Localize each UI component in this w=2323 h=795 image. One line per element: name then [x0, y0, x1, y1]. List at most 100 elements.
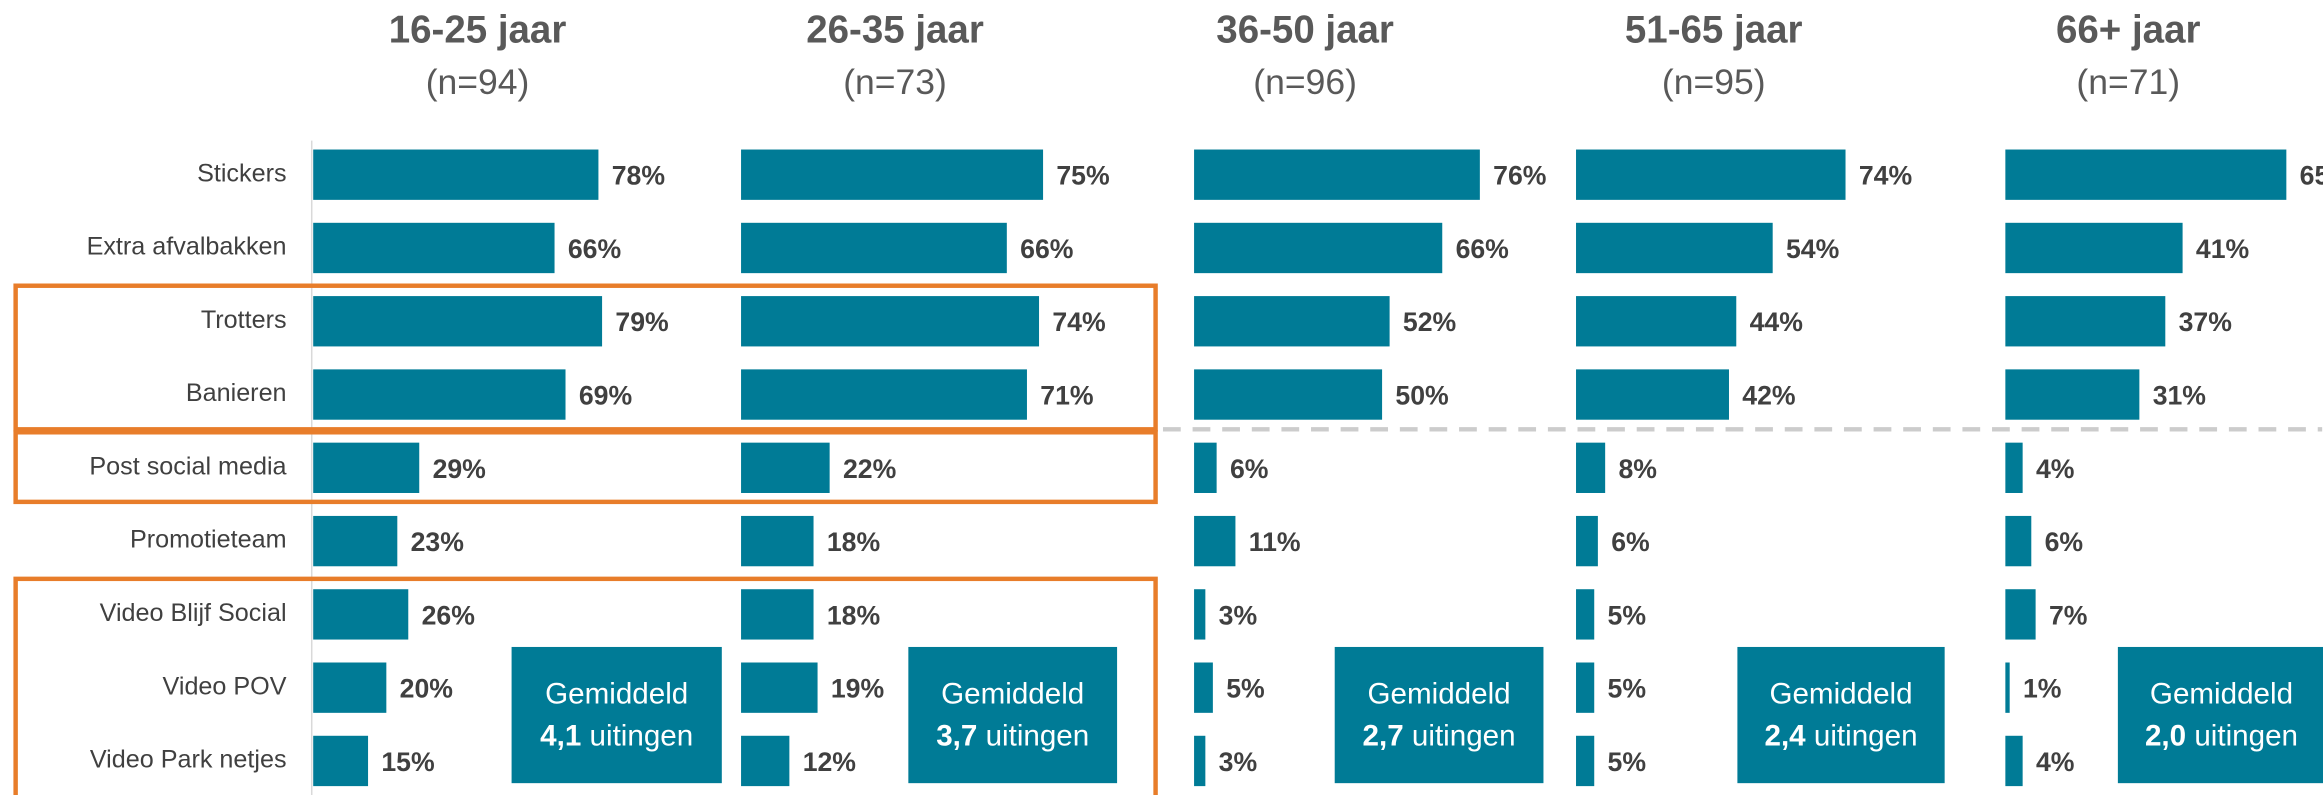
panel-subtitle: (n=95)	[1662, 62, 1766, 102]
bar	[313, 442, 420, 493]
category-label: Banieren	[186, 379, 287, 407]
category-label: Extra afvalbakken	[87, 233, 287, 261]
value-label: 3%	[1219, 747, 1257, 777]
panel-title: 66+ jaar	[2056, 9, 2200, 52]
bar	[1576, 442, 1606, 493]
value-label: 78%	[612, 161, 665, 191]
value-label: 74%	[1859, 161, 1912, 191]
value-label: 18%	[827, 527, 880, 557]
value-label: 6%	[1230, 454, 1268, 484]
bar	[1194, 222, 1443, 274]
average-value: 2,0 uitingen	[2145, 719, 2298, 752]
value-label: 74%	[1052, 307, 1105, 337]
bar	[1576, 222, 1773, 274]
bar	[741, 296, 1040, 347]
average-unit: uitingen	[1814, 719, 1918, 752]
average-unit: uitingen	[590, 719, 694, 752]
bar	[2005, 735, 2023, 787]
average-value: 3,7 uitingen	[936, 719, 1089, 752]
panel-subtitle: (n=73)	[843, 62, 947, 102]
value-label: 6%	[1611, 527, 1649, 557]
bar	[2005, 442, 2023, 493]
value-label: 12%	[803, 747, 856, 777]
average-unit: uitingen	[1412, 719, 1516, 752]
value-label: 29%	[433, 454, 486, 484]
bar	[2005, 222, 2183, 274]
bar	[741, 515, 814, 567]
value-label: 20%	[400, 674, 453, 704]
bar	[741, 735, 790, 787]
average-unit: uitingen	[2194, 719, 2298, 752]
value-label: 50%	[1395, 381, 1448, 411]
category-label: Stickers	[197, 159, 286, 187]
panel-subtitle: (n=96)	[1253, 62, 1357, 102]
average-box	[1334, 646, 1544, 784]
bar	[741, 589, 814, 640]
average-number: 4,1	[540, 719, 581, 752]
value-label: 6%	[2045, 527, 2083, 557]
bar	[313, 662, 387, 713]
value-label: 5%	[1608, 674, 1646, 704]
value-label: 71%	[1040, 381, 1093, 411]
bar	[1194, 369, 1383, 420]
average-value: 4,1 uitingen	[540, 719, 693, 752]
bar	[1194, 149, 1480, 200]
bar	[1194, 735, 1206, 787]
panel-subtitle: (n=94)	[426, 62, 530, 102]
bar	[2005, 662, 2010, 713]
average-label: Gemiddeld	[941, 678, 1084, 711]
value-label: 79%	[615, 307, 668, 337]
average-box	[908, 646, 1118, 784]
value-label: 19%	[831, 674, 884, 704]
value-label: 65%	[2300, 161, 2323, 191]
bar	[1576, 589, 1595, 640]
value-label: 66%	[1456, 234, 1509, 264]
bar	[313, 149, 599, 200]
average-value: 2,4 uitingen	[1765, 719, 1918, 752]
bar	[2005, 296, 2166, 347]
value-label: 3%	[1219, 600, 1257, 630]
value-label: 5%	[1608, 747, 1646, 777]
value-label: 4%	[2036, 747, 2074, 777]
panel-title: 26-35 jaar	[806, 9, 984, 52]
bar	[741, 442, 830, 493]
value-label: 23%	[411, 527, 464, 557]
bar	[313, 515, 398, 567]
value-label: 76%	[1493, 161, 1546, 191]
bar	[1576, 369, 1729, 420]
bar	[741, 222, 1007, 274]
panel-title: 16-25 jaar	[389, 9, 567, 52]
category-label: Video Park netjes	[90, 746, 287, 774]
highlight-box	[13, 283, 1158, 432]
average-label: Gemiddeld	[1769, 678, 1912, 711]
value-label: 37%	[2179, 307, 2232, 337]
category-label: Post social media	[89, 452, 286, 480]
panel-subtitle: (n=71)	[2076, 62, 2180, 102]
bar	[1194, 442, 1217, 493]
value-label: 42%	[1742, 381, 1795, 411]
value-label: 44%	[1750, 307, 1803, 337]
value-label: 22%	[843, 454, 896, 484]
value-label: 66%	[568, 234, 621, 264]
category-label: Video POV	[163, 672, 287, 700]
value-label: 11%	[1249, 527, 1301, 557]
value-label: 69%	[579, 381, 632, 411]
bar	[2005, 149, 2287, 200]
value-label: 75%	[1056, 161, 1109, 191]
average-value: 2,7 uitingen	[1363, 719, 1516, 752]
bar	[1576, 149, 1846, 200]
average-box	[511, 646, 722, 784]
panel-title: 51-65 jaar	[1625, 9, 1803, 52]
average-unit: uitingen	[986, 719, 1090, 752]
category-label: Trotters	[201, 306, 287, 334]
bar	[1576, 662, 1595, 713]
bar	[2005, 589, 2036, 640]
bar	[2005, 369, 2140, 420]
bar	[313, 369, 566, 420]
value-label: 52%	[1403, 307, 1456, 337]
average-number: 2,0	[2145, 719, 2186, 752]
average-box	[1737, 646, 1945, 784]
value-label: 7%	[2049, 600, 2087, 630]
bar	[313, 222, 555, 274]
category-label: Video Blijf Social	[100, 599, 287, 627]
